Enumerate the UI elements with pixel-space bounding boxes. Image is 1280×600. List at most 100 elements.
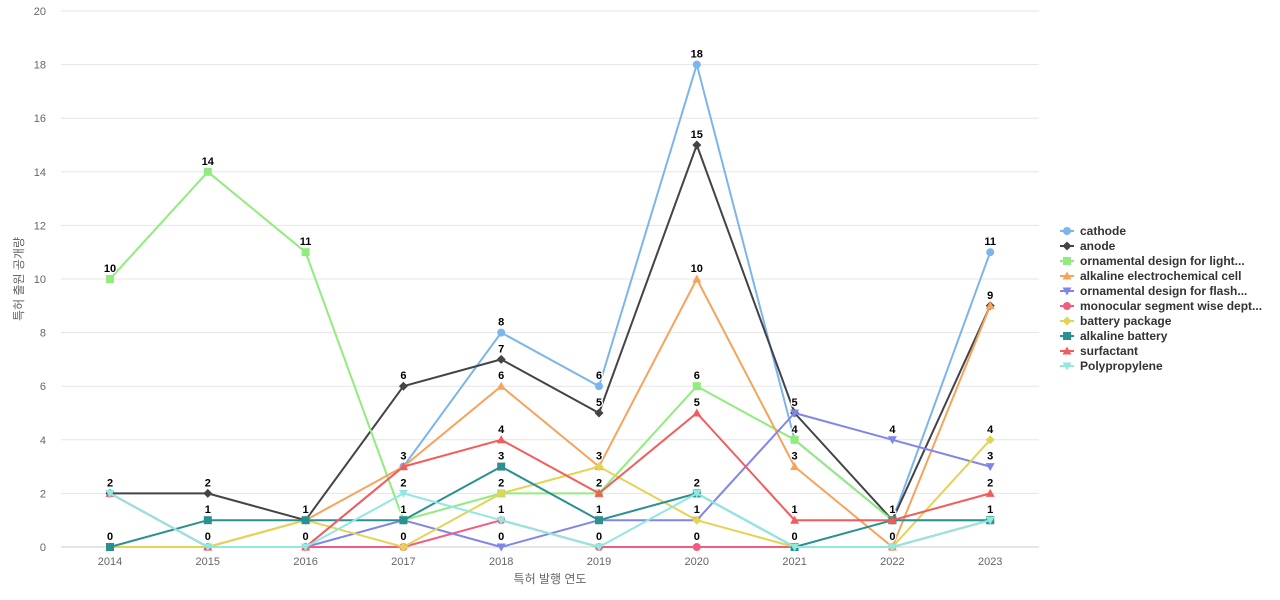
data-label: 0	[400, 531, 406, 543]
data-point	[399, 516, 408, 525]
data-label: 6	[694, 370, 700, 382]
data-label: 1	[889, 504, 895, 516]
data-point	[398, 489, 408, 498]
data-label: 0	[303, 531, 309, 543]
series-0	[106, 60, 995, 551]
legend-item[interactable]: battery package	[1060, 314, 1172, 328]
y-tick-label: 16	[34, 113, 46, 125]
data-label: 14	[202, 156, 215, 168]
legend-label: battery package	[1080, 314, 1172, 328]
data-label: 15	[691, 129, 703, 141]
data-label: 1	[205, 504, 211, 516]
data-label: 6	[596, 370, 602, 382]
legend-item[interactable]: alkaline electrochemical cell	[1060, 269, 1241, 283]
data-point	[595, 516, 603, 525]
legend-item[interactable]: cathode	[1060, 224, 1126, 238]
y-tick-label: 0	[40, 542, 46, 554]
legend-item[interactable]: anode	[1060, 239, 1116, 253]
series-line	[109, 465, 991, 548]
data-point	[692, 274, 702, 283]
legend-item[interactable]: ornamental design for flash...	[1060, 284, 1247, 298]
data-point	[203, 167, 212, 176]
series-3	[105, 274, 995, 551]
data-point	[985, 435, 995, 445]
legend-marker	[1062, 287, 1072, 296]
legend-label: surfactant	[1080, 344, 1138, 358]
data-label: 1	[303, 504, 309, 516]
legend-item[interactable]: surfactant	[1060, 344, 1138, 358]
data-point	[594, 543, 604, 552]
y-tick-label: 14	[34, 167, 46, 179]
legend-marker	[1062, 346, 1072, 355]
data-point	[496, 435, 506, 444]
data-label: 6	[400, 370, 406, 382]
data-point	[790, 543, 800, 552]
data-point	[790, 409, 800, 418]
data-label: 3	[596, 451, 602, 463]
data-point	[692, 543, 701, 551]
data-point	[496, 543, 506, 552]
data-label: 2	[987, 477, 993, 489]
data-label: 7	[498, 343, 504, 355]
legend-item[interactable]: Polypropylene	[1060, 359, 1163, 373]
series-line	[109, 170, 991, 522]
series-line	[109, 492, 991, 548]
series-line	[109, 63, 992, 548]
legend-item[interactable]: alkaline battery	[1060, 329, 1168, 343]
data-point	[985, 516, 995, 525]
x-tick-label: 2020	[685, 556, 709, 568]
data-point	[398, 542, 408, 552]
data-point	[497, 462, 506, 471]
legend-label: Polypropylene	[1080, 359, 1163, 373]
data-label: 0	[205, 531, 211, 543]
legend-marker	[1062, 316, 1072, 326]
data-point	[106, 275, 114, 283]
data-point	[496, 488, 506, 498]
y-tick-label: 6	[40, 381, 46, 393]
data-point	[398, 462, 408, 471]
data-point	[887, 515, 897, 524]
data-label: 4	[792, 424, 799, 436]
legend-item[interactable]: ornamental design for light...	[1060, 254, 1245, 268]
data-point	[203, 543, 213, 552]
data-point	[496, 354, 506, 364]
data-label: 1	[792, 504, 798, 516]
data-point	[887, 543, 897, 552]
data-point	[692, 489, 702, 498]
y-axis-ticks: 0 2 4 6 8 10 12 14 16 18 20	[34, 6, 46, 554]
legend-marker	[1062, 271, 1072, 280]
data-labels: 1020142101110632108764321065321018151065…	[103, 47, 998, 544]
series-9	[105, 489, 995, 552]
data-label: 6	[498, 370, 504, 382]
data-label: 2	[107, 477, 113, 489]
data-point	[496, 381, 506, 390]
data-label: 2	[400, 477, 406, 489]
y-axis-title: 특허 출원 공개량	[12, 237, 26, 321]
data-point	[692, 515, 702, 525]
y-tick-label: 4	[40, 435, 46, 447]
data-label: 1	[498, 504, 504, 516]
data-label: 0	[107, 531, 113, 543]
data-label: 3	[400, 451, 406, 463]
data-point	[790, 462, 800, 471]
legend-item[interactable]: monocular segment wise dept...	[1060, 299, 1262, 313]
x-tick-label: 2021	[782, 556, 806, 568]
data-label: 2	[694, 477, 700, 489]
data-point	[790, 515, 800, 524]
data-label: 5	[596, 397, 602, 409]
data-point	[496, 516, 506, 525]
legend-label: ornamental design for flash...	[1080, 284, 1247, 298]
data-label: 4	[498, 424, 505, 436]
data-label: 10	[104, 263, 116, 275]
data-label: 5	[694, 397, 700, 409]
data-point	[301, 248, 310, 257]
data-label: 0	[596, 531, 602, 543]
data-point	[594, 408, 604, 418]
data-label: 2	[498, 477, 504, 489]
data-label: 1	[596, 504, 602, 516]
data-point	[398, 381, 408, 391]
grid-lines	[61, 10, 1039, 548]
data-point	[595, 382, 603, 391]
legend-marker	[1063, 257, 1071, 265]
